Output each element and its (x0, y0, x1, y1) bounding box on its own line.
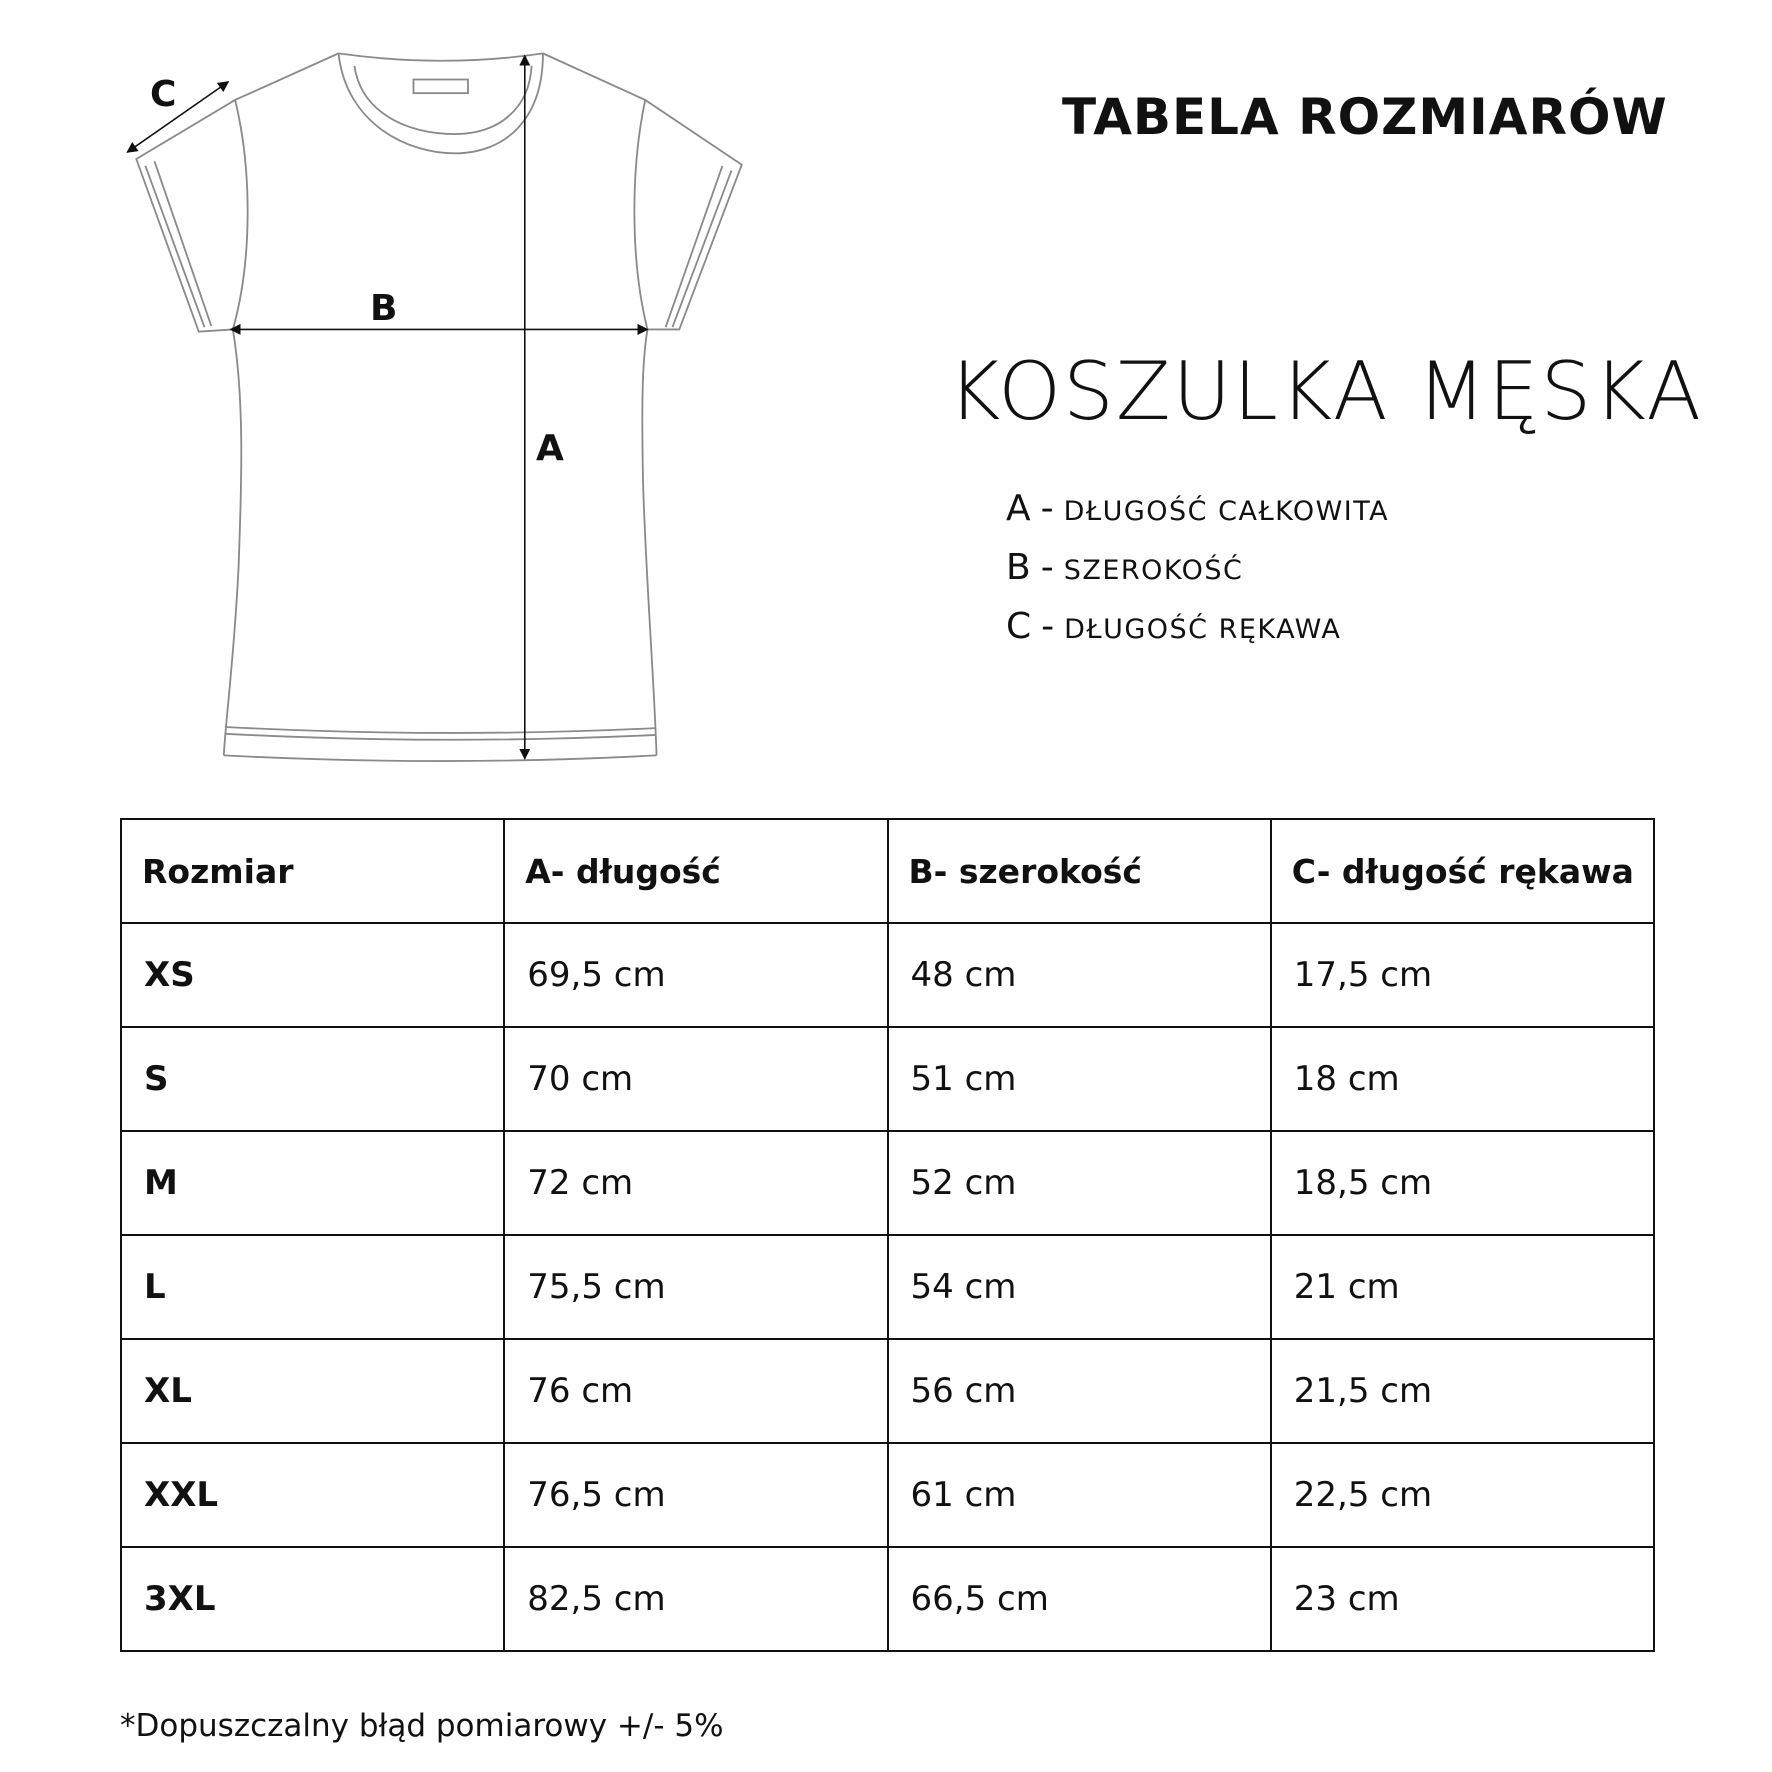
label-c: C (150, 74, 177, 115)
table-row: XXL 76,5 cm 61 cm 22,5 cm (119, 1442, 1656, 1548)
table-row: M 72 cm 52 cm 18,5 cm (119, 1130, 1656, 1236)
table-row: S 70 cm 51 cm 18 cm (119, 1026, 1656, 1132)
legend-item-a: A - DŁUGOŚĆ CAŁKOWITA (1006, 488, 1390, 529)
label-b: B (370, 288, 398, 329)
footnote: *Dopuszczalny błąd pomiarowy +/- 5% (120, 1708, 724, 1744)
length-cell: 76 cm (503, 1338, 889, 1444)
header-width: B- szerokość (886, 818, 1272, 924)
size-cell: 3XL (119, 1546, 506, 1652)
length-cell: 72 cm (503, 1130, 889, 1236)
label-tag (412, 78, 469, 95)
width-cell: 61 cm (886, 1442, 1272, 1548)
header-sleeve: C- długość rękawa (1269, 818, 1656, 924)
size-cell: XL (119, 1338, 506, 1444)
header-length: A- długość (503, 818, 889, 924)
collar-outer (337, 53, 544, 155)
legend-item-c: C - DŁUGOŚĆ RĘKAWA (1006, 606, 1342, 647)
length-cell: 76,5 cm (503, 1442, 889, 1548)
width-cell: 56 cm (886, 1338, 1272, 1444)
size-table: Rozmiar A- długość B- szerokość C- długo… (119, 818, 1656, 1652)
width-cell: 54 cm (886, 1234, 1272, 1340)
body-left (222, 329, 243, 756)
width-cell: 48 cm (886, 922, 1272, 1028)
sleeve-cell: 18 cm (1269, 1026, 1656, 1132)
length-cell: 69,5 cm (503, 922, 889, 1028)
size-cell: S (119, 1026, 506, 1132)
size-cell: L (119, 1234, 506, 1340)
arrow-c (126, 81, 230, 153)
length-cell: 75,5 cm (503, 1234, 889, 1340)
left-shoulder (135, 52, 339, 333)
hem (223, 754, 657, 762)
length-cell: 70 cm (503, 1026, 889, 1132)
header-size: Rozmiar (119, 818, 506, 924)
table-row: L 75,5 cm 54 cm 21 cm (119, 1234, 1656, 1340)
page-title: TABELA ROZMIARÓW (1062, 88, 1668, 146)
legend-item-b: B - SZEROKOŚĆ (1006, 547, 1244, 588)
sleeve-cell: 18,5 cm (1269, 1130, 1656, 1236)
body-right (641, 329, 658, 756)
label-a: A (536, 428, 564, 469)
product-name: KOSZULKA MĘSKA (948, 345, 1704, 438)
size-cell: XXL (119, 1442, 506, 1548)
width-cell: 66,5 cm (886, 1546, 1272, 1652)
right-shoulder (542, 52, 743, 331)
sleeve-cell: 17,5 cm (1269, 922, 1656, 1028)
sleeve-cell: 21,5 cm (1269, 1338, 1656, 1444)
table-row: 3XL 82,5 cm 66,5 cm 23 cm (119, 1546, 1656, 1652)
table-header: Rozmiar A- długość B- szerokość C- długo… (119, 818, 1656, 924)
width-cell: 51 cm (886, 1026, 1272, 1132)
size-cell: M (119, 1130, 506, 1236)
sleeve-cell: 23 cm (1269, 1546, 1656, 1652)
sleeve-cell: 21 cm (1269, 1234, 1656, 1340)
collar-inner (353, 65, 533, 135)
length-cell: 82,5 cm (503, 1546, 889, 1652)
table-row: XL 76 cm 56 cm 21,5 cm (119, 1338, 1656, 1444)
table-row: XS 69,5 cm 48 cm 17,5 cm (119, 922, 1656, 1028)
width-cell: 52 cm (886, 1130, 1272, 1236)
size-cell: XS (119, 922, 506, 1028)
sleeve-cell: 22,5 cm (1269, 1442, 1656, 1548)
